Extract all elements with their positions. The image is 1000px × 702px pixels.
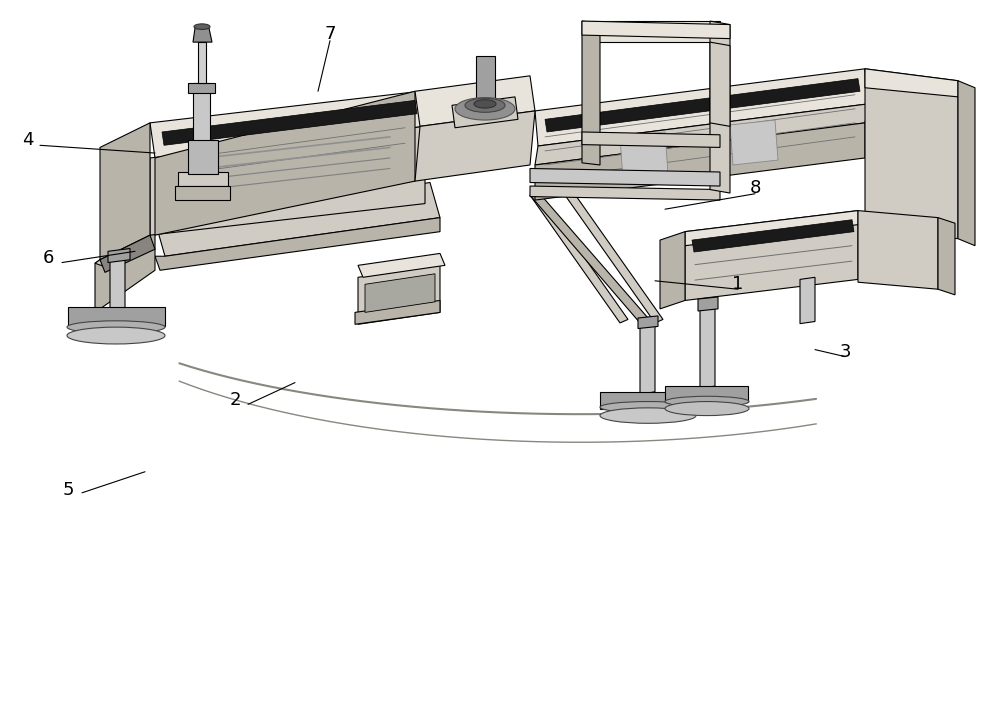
Polygon shape	[660, 232, 685, 309]
Polygon shape	[155, 218, 440, 270]
Text: 3: 3	[839, 343, 851, 362]
Polygon shape	[476, 56, 495, 105]
Polygon shape	[698, 297, 718, 311]
Polygon shape	[162, 100, 417, 145]
Text: 1: 1	[732, 275, 744, 293]
Polygon shape	[582, 132, 720, 147]
Polygon shape	[565, 192, 663, 323]
Polygon shape	[600, 392, 695, 409]
Polygon shape	[865, 69, 958, 97]
Polygon shape	[355, 300, 440, 324]
Polygon shape	[358, 265, 440, 324]
Polygon shape	[710, 21, 730, 193]
Ellipse shape	[665, 402, 749, 416]
Polygon shape	[198, 42, 206, 83]
Polygon shape	[530, 168, 720, 186]
Polygon shape	[188, 140, 218, 174]
Polygon shape	[685, 211, 858, 300]
Polygon shape	[178, 172, 228, 186]
Polygon shape	[535, 69, 868, 146]
Polygon shape	[365, 274, 435, 312]
Ellipse shape	[600, 408, 696, 423]
Polygon shape	[188, 83, 215, 93]
Ellipse shape	[194, 24, 210, 29]
Text: 6: 6	[42, 249, 54, 267]
Polygon shape	[193, 83, 210, 172]
Polygon shape	[685, 211, 858, 246]
Ellipse shape	[600, 402, 696, 413]
Polygon shape	[175, 186, 230, 200]
Text: 5: 5	[62, 481, 74, 499]
Text: 8: 8	[749, 179, 761, 197]
Ellipse shape	[67, 321, 165, 333]
Text: 4: 4	[22, 131, 34, 150]
Polygon shape	[155, 183, 440, 256]
Polygon shape	[582, 21, 730, 39]
Polygon shape	[958, 81, 975, 246]
Polygon shape	[638, 316, 658, 329]
Polygon shape	[68, 307, 165, 326]
Polygon shape	[865, 69, 958, 239]
Polygon shape	[692, 220, 854, 252]
Polygon shape	[535, 123, 865, 200]
Polygon shape	[155, 91, 415, 235]
Polygon shape	[530, 192, 648, 323]
Polygon shape	[100, 123, 150, 260]
Ellipse shape	[67, 327, 165, 344]
Polygon shape	[545, 79, 860, 132]
Polygon shape	[730, 120, 778, 165]
Polygon shape	[582, 21, 600, 165]
Polygon shape	[415, 111, 535, 181]
Polygon shape	[665, 386, 748, 402]
Polygon shape	[415, 76, 535, 126]
Text: 7: 7	[324, 25, 336, 43]
Text: 2: 2	[229, 391, 241, 409]
Polygon shape	[858, 211, 938, 289]
Polygon shape	[358, 253, 445, 277]
Ellipse shape	[665, 396, 749, 406]
Ellipse shape	[455, 98, 515, 120]
Polygon shape	[452, 97, 518, 128]
Polygon shape	[640, 317, 655, 395]
Ellipse shape	[465, 98, 505, 112]
Polygon shape	[95, 221, 165, 267]
Polygon shape	[193, 28, 212, 42]
Polygon shape	[938, 218, 955, 295]
Polygon shape	[530, 192, 628, 323]
Polygon shape	[150, 91, 425, 158]
Polygon shape	[95, 221, 155, 312]
Polygon shape	[530, 186, 720, 200]
Polygon shape	[110, 250, 125, 310]
Polygon shape	[800, 277, 815, 324]
Polygon shape	[150, 126, 425, 235]
Polygon shape	[710, 42, 730, 126]
Polygon shape	[535, 104, 868, 165]
Polygon shape	[700, 298, 715, 388]
Polygon shape	[582, 21, 720, 42]
Polygon shape	[620, 132, 668, 179]
Ellipse shape	[474, 100, 496, 108]
Polygon shape	[100, 235, 155, 272]
Polygon shape	[108, 249, 130, 263]
